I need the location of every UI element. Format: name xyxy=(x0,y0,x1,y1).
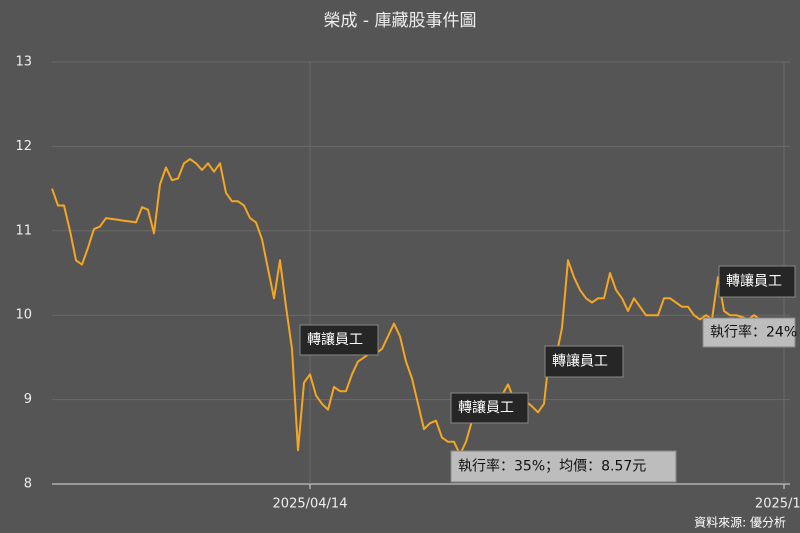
y-tick-label: 10 xyxy=(15,308,32,323)
annotation-box xyxy=(299,324,379,356)
annotation-text: 轉讓員工 xyxy=(552,353,608,370)
annotation-text: 轉讓員工 xyxy=(458,399,514,416)
annotation-box xyxy=(544,345,624,378)
annotation-box xyxy=(702,317,796,348)
y-tick-label: 12 xyxy=(15,139,32,154)
price-line xyxy=(51,158,791,456)
annotation-box xyxy=(450,392,529,424)
y-tick-label: 13 xyxy=(15,55,32,70)
annotation-text: 執行率：24% xyxy=(710,324,797,341)
annotation-text: 轉讓員工 xyxy=(726,273,782,290)
chart-title: 榮成 - 庫藏股事件圖 xyxy=(324,11,477,31)
y-tick-label: 9 xyxy=(24,392,32,407)
annotation-box xyxy=(450,450,677,483)
y-tick-label: 11 xyxy=(15,223,32,238)
annotation-text: 執行率：35%；均價：8.57元 xyxy=(458,458,646,475)
source-note: 資料來源: 優分析 xyxy=(694,516,786,530)
annotation-text: 轉讓員工 xyxy=(307,331,363,348)
y-tick-label: 8 xyxy=(24,477,32,492)
annotation-box xyxy=(718,265,796,298)
x-tick-label: 2025/04/14 xyxy=(273,497,348,512)
x-tick-label: 2025/1... xyxy=(755,497,800,512)
